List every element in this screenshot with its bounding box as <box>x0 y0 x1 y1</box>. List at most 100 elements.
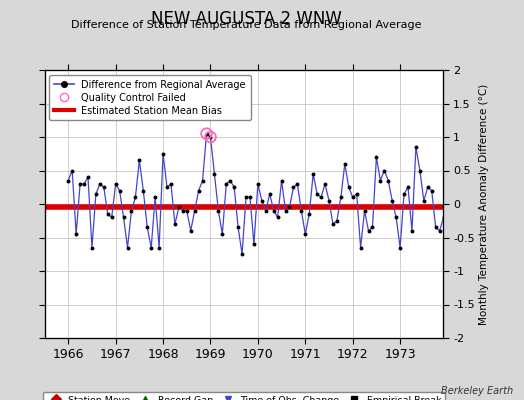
Point <box>72 231 80 237</box>
Point <box>68 167 77 174</box>
Point <box>155 244 163 251</box>
Point <box>202 130 211 137</box>
Point <box>127 208 136 214</box>
Point <box>202 130 211 137</box>
Point <box>277 177 286 184</box>
Point <box>368 224 377 231</box>
Point <box>487 194 495 200</box>
Point <box>174 204 183 210</box>
Point <box>455 191 464 197</box>
Point <box>92 191 100 197</box>
Point <box>341 160 349 167</box>
Legend: Station Move, Record Gap, Time of Obs. Change, Empirical Break: Station Move, Record Gap, Time of Obs. C… <box>42 392 445 400</box>
Point <box>440 214 448 221</box>
Point <box>285 204 293 210</box>
Point <box>443 174 452 180</box>
Text: Berkeley Earth: Berkeley Earth <box>441 386 514 396</box>
Point <box>431 224 440 231</box>
Point <box>218 231 226 237</box>
Point <box>333 218 341 224</box>
Point <box>435 228 444 234</box>
Point <box>135 157 144 164</box>
Point <box>459 218 467 224</box>
Point <box>167 181 175 187</box>
Point <box>123 244 132 251</box>
Point <box>293 181 302 187</box>
Point <box>104 211 112 217</box>
Point <box>84 174 92 180</box>
Point <box>408 228 416 234</box>
Point <box>305 211 313 217</box>
Point <box>392 214 400 221</box>
Point <box>447 181 456 187</box>
Point <box>151 194 159 200</box>
Point <box>336 194 345 200</box>
Point <box>191 208 199 214</box>
Point <box>115 187 124 194</box>
Point <box>499 224 507 231</box>
Point <box>171 221 179 227</box>
Point <box>230 184 238 190</box>
Point <box>238 251 246 258</box>
Point <box>206 134 215 140</box>
Point <box>416 167 424 174</box>
Point <box>250 241 258 247</box>
Point <box>96 181 104 187</box>
Point <box>112 181 120 187</box>
Point <box>261 208 270 214</box>
Point <box>246 194 254 200</box>
Point <box>376 177 385 184</box>
Point <box>179 208 187 214</box>
Point <box>400 191 408 197</box>
Point <box>234 224 242 231</box>
Point <box>194 187 203 194</box>
Point <box>281 208 290 214</box>
Point <box>329 221 337 227</box>
Point <box>222 181 231 187</box>
Point <box>325 198 333 204</box>
Point <box>309 171 318 177</box>
Point <box>423 184 432 190</box>
Point <box>503 305 511 311</box>
Text: NEW AUGUSTA 2 WNW: NEW AUGUSTA 2 WNW <box>151 10 342 28</box>
Point <box>289 184 298 190</box>
Point <box>274 214 282 221</box>
Point <box>76 181 84 187</box>
Point <box>199 177 207 184</box>
Text: Difference of Station Temperature Data from Regional Average: Difference of Station Temperature Data f… <box>71 20 421 30</box>
Point <box>147 244 156 251</box>
Point <box>226 177 234 184</box>
Point <box>163 184 171 190</box>
Point <box>119 214 128 221</box>
Point <box>297 208 305 214</box>
Point <box>206 134 215 140</box>
Point <box>384 177 392 184</box>
Point <box>143 224 151 231</box>
Point <box>242 194 250 200</box>
Point <box>131 194 139 200</box>
Point <box>301 231 310 237</box>
Point <box>100 184 108 190</box>
Point <box>467 278 475 284</box>
Point <box>321 181 329 187</box>
Point <box>451 171 460 177</box>
Point <box>210 171 219 177</box>
Point <box>483 208 491 214</box>
Point <box>266 191 274 197</box>
Point <box>356 244 365 251</box>
Point <box>317 194 325 200</box>
Point <box>404 184 412 190</box>
Point <box>388 198 396 204</box>
Point <box>479 211 487 217</box>
Point <box>107 214 116 221</box>
Point <box>471 208 479 214</box>
Point <box>258 198 266 204</box>
Point <box>475 194 483 200</box>
Point <box>491 208 499 214</box>
Point <box>64 177 72 184</box>
Point <box>364 228 373 234</box>
Point <box>380 167 388 174</box>
Point <box>463 231 472 237</box>
Point <box>187 228 195 234</box>
Point <box>361 208 369 214</box>
